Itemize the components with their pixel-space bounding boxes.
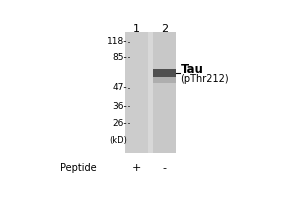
Bar: [125, 32, 148, 153]
Bar: [129, 32, 171, 153]
Bar: [153, 77, 176, 83]
Text: Tau: Tau: [181, 63, 203, 76]
Text: 85-: 85-: [112, 53, 127, 62]
Bar: [153, 32, 176, 153]
Text: -: -: [162, 163, 166, 173]
Text: 26-: 26-: [112, 119, 127, 128]
Text: Peptide: Peptide: [60, 163, 97, 173]
Text: 118-: 118-: [106, 37, 127, 46]
Text: +: +: [132, 163, 141, 173]
Text: (pThr212): (pThr212): [181, 74, 229, 84]
Text: 2: 2: [161, 24, 168, 34]
Text: 1: 1: [133, 24, 140, 34]
Text: 36-: 36-: [112, 102, 127, 111]
Text: (kD): (kD): [109, 136, 127, 145]
Text: 47-: 47-: [112, 83, 127, 92]
Bar: [153, 69, 176, 77]
